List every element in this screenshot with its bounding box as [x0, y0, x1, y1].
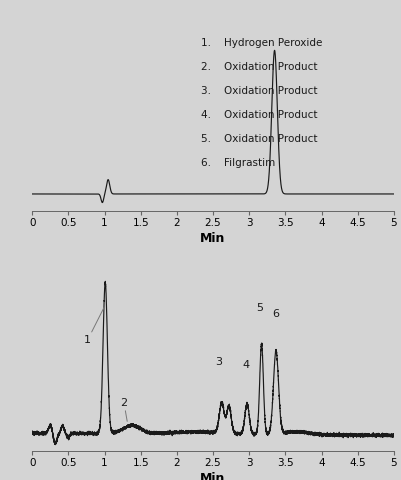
Text: 1.    Hydrogen Peroxide: 1. Hydrogen Peroxide	[200, 38, 322, 48]
Text: 1: 1	[84, 308, 104, 345]
Text: 5: 5	[256, 302, 263, 312]
Text: 2: 2	[120, 398, 127, 421]
X-axis label: Min: Min	[200, 472, 225, 480]
Text: 2.    Oxidation Product: 2. Oxidation Product	[200, 62, 317, 72]
Text: 6.    Filgrastim: 6. Filgrastim	[200, 158, 275, 168]
Text: 4.    Oxidation Product: 4. Oxidation Product	[200, 110, 317, 120]
Text: 4: 4	[241, 360, 249, 370]
Text: 5.    Oxidation Product: 5. Oxidation Product	[200, 134, 317, 144]
X-axis label: Min: Min	[200, 232, 225, 245]
Text: 3: 3	[215, 357, 222, 367]
Text: 6: 6	[272, 309, 279, 319]
Text: 3.    Oxidation Product: 3. Oxidation Product	[200, 86, 317, 96]
